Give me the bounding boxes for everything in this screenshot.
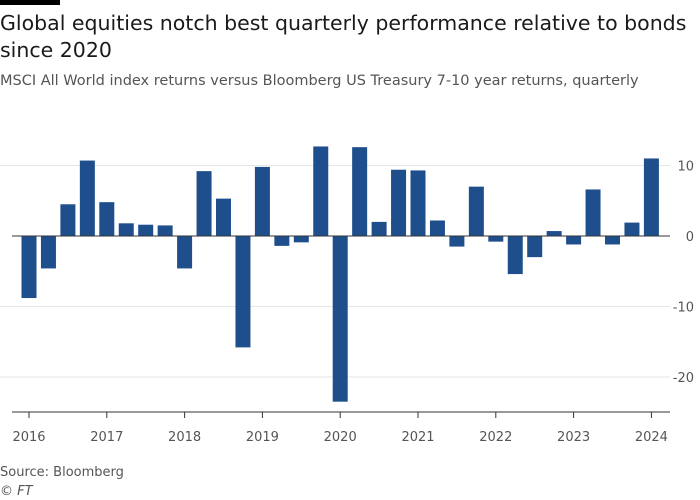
x-tick-label: 2024: [635, 430, 668, 445]
bar: [157, 225, 173, 236]
bar: [118, 223, 134, 236]
bar: [79, 160, 95, 236]
bar: [21, 236, 37, 299]
x-tick-label: 2022: [479, 430, 512, 445]
bar: [196, 171, 212, 236]
source-note: Source: Bloomberg: [0, 465, 124, 480]
bar: [293, 236, 309, 243]
x-tick-label: 2017: [90, 430, 123, 445]
bar: [468, 186, 484, 236]
bar: [410, 170, 426, 236]
bar: [313, 146, 329, 236]
y-tick-label: 10: [677, 160, 694, 175]
bar: [40, 236, 56, 269]
bar: [527, 236, 543, 258]
x-tick-label: 2018: [168, 430, 201, 445]
brand-bar: [0, 0, 60, 5]
bar: [352, 147, 368, 236]
y-tick-label: -20: [673, 371, 694, 386]
bars: [21, 146, 659, 402]
axes: 10 0 -10 -20 2016 2017 2018 2019 2020 2021 2022 202…: [12, 160, 694, 445]
bar: [488, 236, 504, 242]
y-tick-label: 0: [686, 230, 694, 245]
copyright-note: © FT: [0, 484, 33, 499]
bar: [274, 236, 290, 246]
bar: [605, 236, 620, 245]
bar: [332, 236, 348, 402]
bar: [449, 236, 465, 247]
x-tick-label: 2016: [12, 430, 45, 445]
bar: [585, 189, 601, 236]
x-tick-label: 2020: [324, 430, 357, 445]
bar: [566, 236, 582, 245]
bar-chart: 10 0 -10 -20 2016 2017 2018 2019 2020 2021 2022 202…: [0, 146, 694, 445]
bar: [624, 222, 640, 236]
chart-title: Global equities notch best quarterly per…: [0, 11, 687, 62]
bar: [429, 220, 445, 236]
bar: [507, 236, 523, 275]
bar: [371, 221, 387, 236]
bar: [177, 236, 193, 269]
chart-subtitle: MSCI All World index returns versus Bloo…: [0, 73, 639, 89]
bar: [60, 204, 76, 236]
bar: [643, 158, 659, 236]
y-tick-label: -10: [673, 301, 694, 316]
bar: [546, 231, 562, 236]
x-tick-label: 2019: [246, 430, 279, 445]
x-tick-label: 2021: [401, 430, 434, 445]
x-tick-label: 2023: [557, 430, 590, 445]
bar: [216, 198, 231, 236]
bar: [99, 202, 115, 236]
bar: [391, 169, 407, 236]
bar: [138, 224, 154, 236]
bar: [254, 166, 270, 236]
bar: [235, 236, 251, 348]
